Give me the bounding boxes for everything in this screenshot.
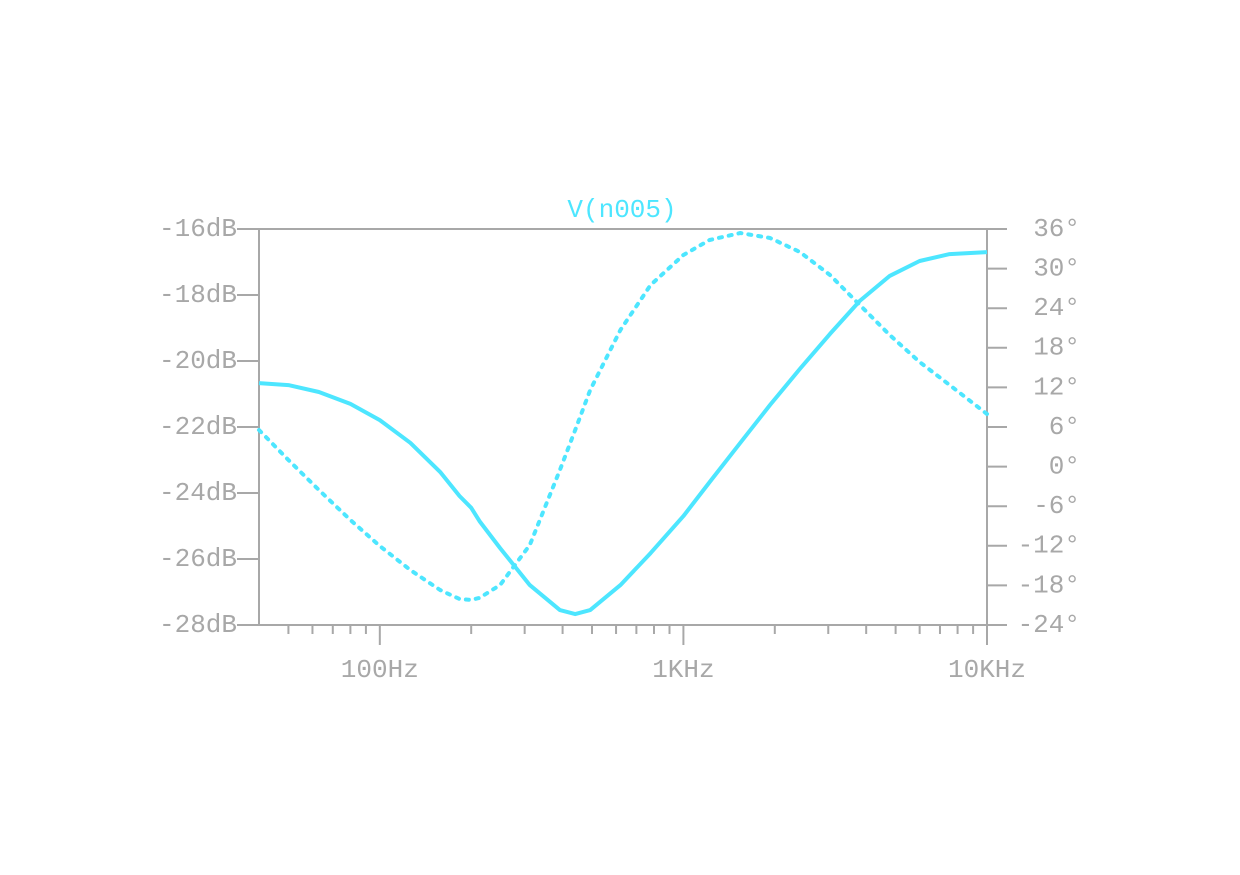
y-tick-label: -16dB — [159, 214, 237, 244]
y2-tick-label: 30° — [1033, 253, 1080, 283]
y2-tick-label: -12° — [1018, 531, 1080, 561]
y2-tick-label: -24° — [1018, 610, 1080, 640]
y-tick-label: -20dB — [159, 346, 237, 376]
y2-tick-label: 36° — [1033, 214, 1080, 244]
x-tick-label: 100Hz — [341, 655, 419, 685]
y2-tick-label: 18° — [1033, 333, 1080, 363]
y2-tick-label: 6° — [1049, 412, 1080, 442]
y2-tick-label: 12° — [1033, 372, 1080, 402]
y-tick-label: -28dB — [159, 610, 237, 640]
y2-tick-label: 0° — [1049, 451, 1080, 481]
y-tick-label: -26dB — [159, 544, 237, 574]
chart-title: V(n005) — [567, 195, 676, 225]
y-tick-label: -22dB — [159, 412, 237, 442]
series-line — [257, 231, 989, 602]
series-line — [258, 250, 988, 617]
y2-tick-label: -6° — [1033, 491, 1080, 521]
y2-tick-label: 24° — [1033, 293, 1080, 323]
x-tick-label: 10KHz — [948, 655, 1026, 685]
y-tick-label: -24dB — [159, 478, 237, 508]
y2-tick-label: -18° — [1018, 570, 1080, 600]
x-tick-label: 1KHz — [652, 655, 714, 685]
y-tick-label: -18dB — [159, 280, 237, 310]
